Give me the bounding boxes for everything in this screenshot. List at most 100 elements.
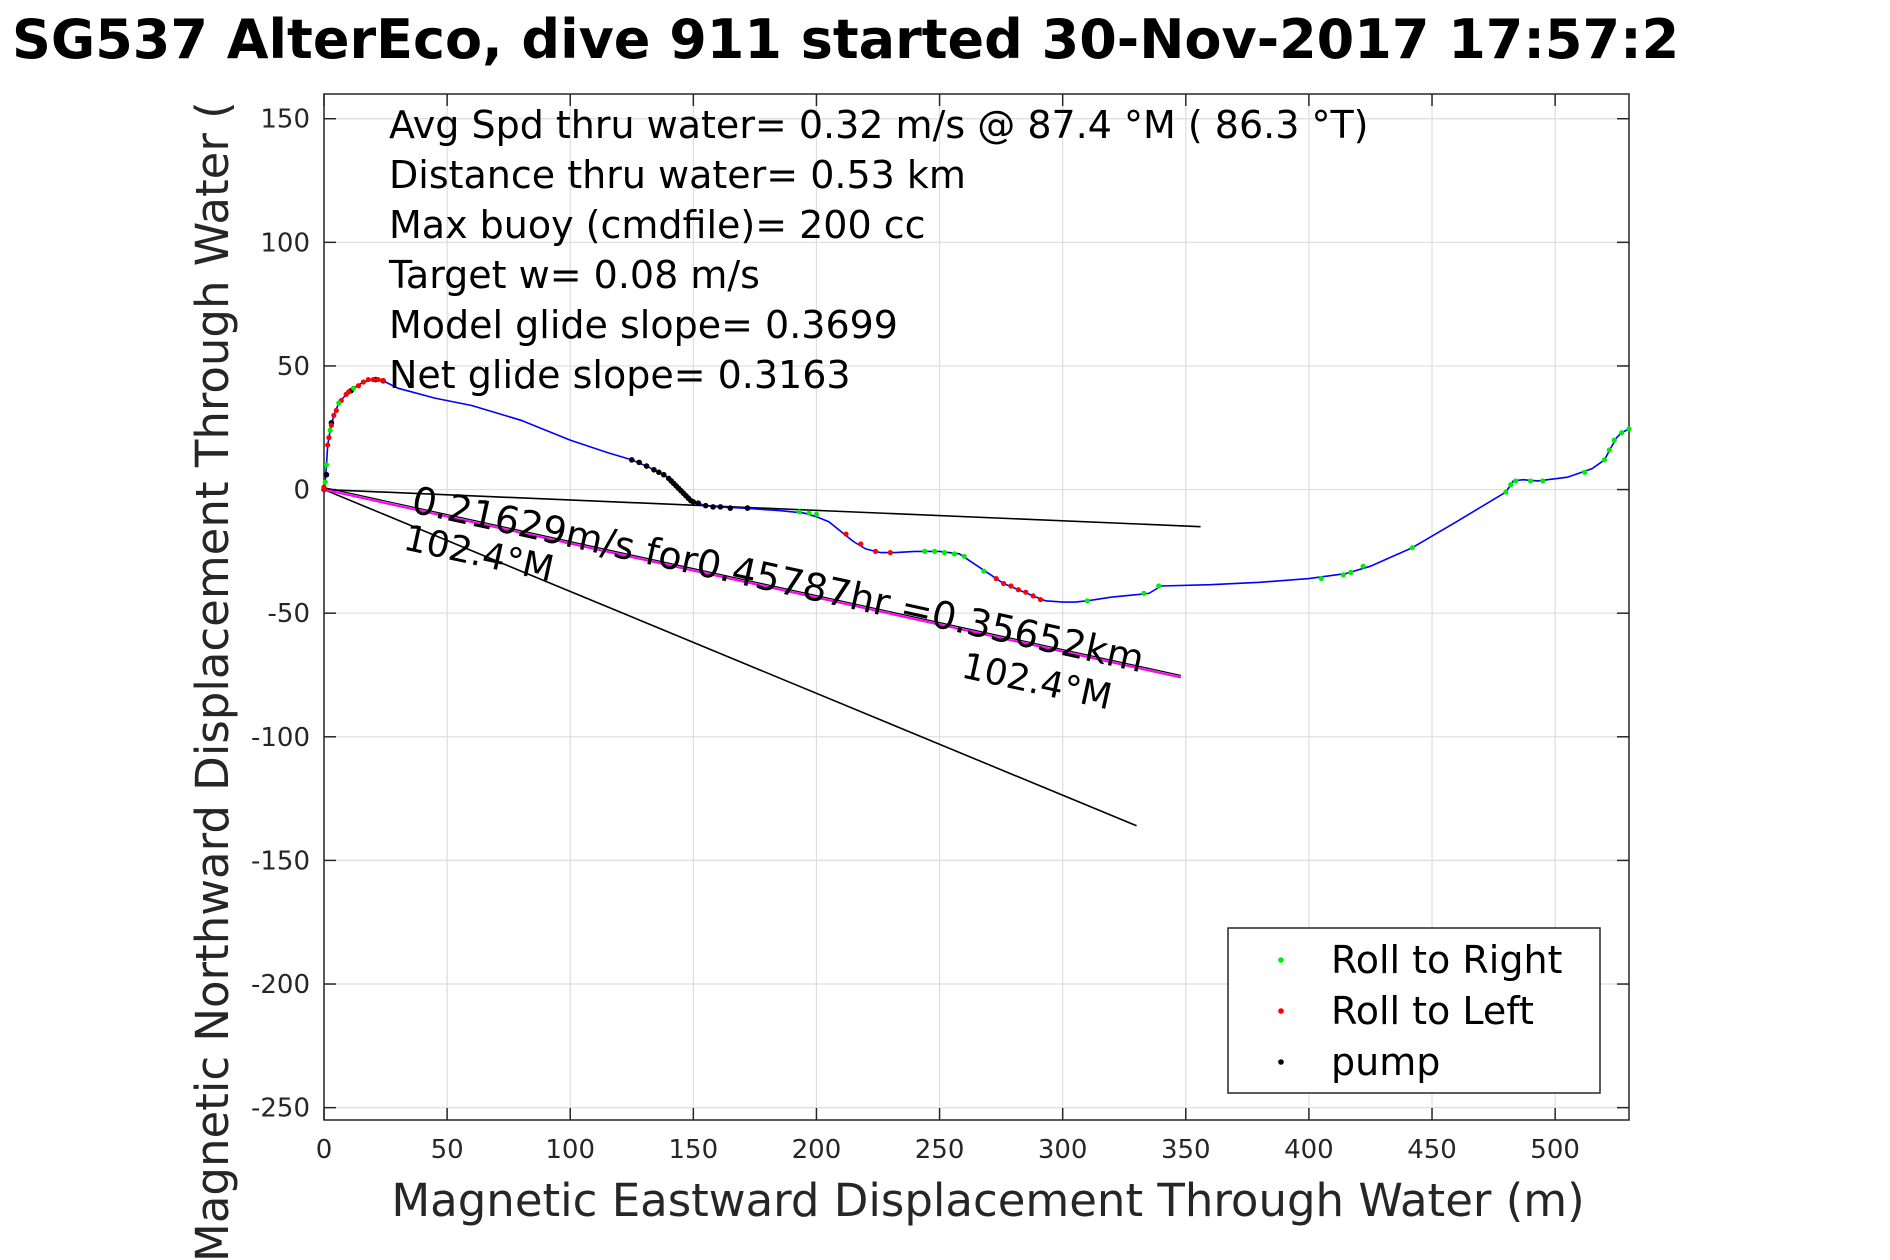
roll-left-marker: [872, 548, 879, 554]
reference-line: [323, 488, 1137, 827]
x-tick-label: 300: [1038, 1135, 1088, 1165]
pump-marker: [690, 499, 697, 505]
info-line: Net glide slope= 0.3163: [389, 353, 851, 397]
roll-right-marker: [1084, 598, 1090, 604]
roll-right-marker: [1619, 430, 1625, 436]
reference-line: [323, 488, 1201, 528]
legend-marker-roll-right: [1278, 957, 1284, 963]
info-line: Target w= 0.08 m/s: [388, 253, 760, 297]
roll-right-marker: [350, 385, 357, 391]
pump-marker: [727, 505, 734, 511]
roll-right-marker: [981, 568, 987, 574]
roll-left-marker: [843, 531, 849, 537]
current-line-edge: [323, 486, 1181, 677]
x-tick-label: 100: [545, 1135, 595, 1165]
roll-left-marker: [326, 435, 332, 441]
roll-right-marker: [932, 548, 938, 554]
roll-right-marker: [1409, 545, 1415, 551]
roll-right-marker: [327, 427, 333, 433]
roll-left-marker: [380, 378, 386, 384]
roll-left-marker: [1037, 596, 1044, 603]
current-line: [323, 488, 1182, 679]
y-tick-label: -250: [251, 1094, 310, 1124]
legend-label: Roll to Left: [1331, 989, 1534, 1033]
legend: Roll to Right Roll to Left pump: [1227, 927, 1601, 1094]
roll-right-marker: [1606, 447, 1612, 453]
roll-right-marker: [1340, 572, 1346, 578]
roll-left-marker: [346, 389, 352, 395]
x-tick-label: 150: [669, 1135, 719, 1165]
x-tick-label: 400: [1284, 1135, 1334, 1165]
roll-right-marker: [1513, 478, 1519, 484]
roll-right-marker: [796, 509, 802, 515]
roll-left-marker: [1030, 593, 1036, 599]
roll-right-marker: [922, 548, 928, 554]
roll-right-marker: [941, 550, 948, 556]
roll-right-marker: [1508, 482, 1514, 488]
current-vector: [323, 486, 1182, 679]
pump-marker: [710, 504, 716, 510]
roll-left-marker: [328, 422, 334, 428]
roll-right-marker: [1503, 489, 1509, 495]
roll-right-marker: [1156, 583, 1162, 589]
y-tick-label: 150: [260, 105, 310, 135]
x-tick-label: 450: [1407, 1135, 1457, 1165]
roll-left-marker: [370, 376, 376, 383]
roll-left-marker: [1023, 589, 1029, 595]
pump-marker: [643, 463, 650, 469]
roll-right-marker: [336, 400, 342, 406]
x-tick-label: 500: [1530, 1135, 1580, 1165]
roll-right-marker: [1348, 569, 1354, 575]
grid-lines: [323, 94, 1629, 1120]
roll-left-marker: [331, 412, 337, 418]
roll-left-marker: [360, 379, 366, 385]
pump-marker: [702, 502, 709, 509]
reference-lines: [323, 488, 1201, 827]
roll-left-marker: [858, 541, 864, 547]
x-axis-label: Magnetic Eastward Displacement Through W…: [391, 1174, 1584, 1227]
x-tick-label: 200: [792, 1135, 842, 1165]
y-tick-label: -100: [251, 723, 310, 753]
roll-right-marker: [1141, 590, 1147, 597]
roll-right-marker: [1318, 575, 1324, 582]
info-line: Model glide slope= 0.3699: [389, 303, 898, 347]
y-axis-label: Magnetic Northward Displacement Through …: [186, 101, 239, 1260]
pump-marker: [695, 500, 702, 506]
pump-marker: [636, 459, 642, 466]
info-line: Distance thru water= 0.53 km: [389, 153, 966, 197]
y-tick-label: -50: [268, 599, 310, 629]
y-tick-label: -200: [251, 970, 310, 1000]
roll-right-marker: [961, 553, 967, 559]
info-text-block: Avg Spd thru water= 0.32 m/s @ 87.4 °M (…: [388, 103, 1369, 397]
roll-right-marker: [1540, 478, 1546, 484]
roll-right-marker: [1601, 457, 1607, 463]
roll-left-marker: [333, 407, 339, 414]
data-markers: [321, 376, 1632, 604]
roll-right-marker: [951, 551, 957, 557]
roll-right-marker: [1611, 437, 1617, 443]
roll-left-marker: [355, 383, 362, 389]
roll-left-marker: [365, 376, 371, 383]
roll-left-marker: [321, 484, 327, 490]
y-tick-label: 50: [277, 352, 310, 382]
legend-marker-roll-left: [1278, 1008, 1284, 1014]
legend-label: Roll to Right: [1331, 938, 1562, 982]
roll-right-marker: [323, 462, 330, 468]
pump-marker: [656, 469, 662, 476]
legend-marker-pump: [1278, 1059, 1284, 1065]
pump-marker: [717, 504, 724, 510]
x-tick-label: 0: [316, 1135, 333, 1165]
roll-right-marker: [813, 511, 820, 517]
pump-marker: [744, 505, 751, 511]
roll-right-marker: [1360, 563, 1366, 569]
roll-left-marker: [1015, 587, 1021, 593]
info-line: Avg Spd thru water= 0.32 m/s @ 87.4 °M (…: [389, 103, 1369, 147]
axes: 0 50 100 150 200 250 300 350 400 450 500150100500-…: [251, 93, 1630, 1165]
pump-marker: [628, 457, 635, 463]
legend-label: pump: [1331, 1040, 1440, 1084]
y-tick-label: 0: [293, 476, 310, 506]
roll-right-marker: [1626, 426, 1632, 432]
pump-marker: [660, 471, 667, 478]
pump-marker: [323, 471, 330, 478]
roll-left-marker: [375, 376, 381, 383]
